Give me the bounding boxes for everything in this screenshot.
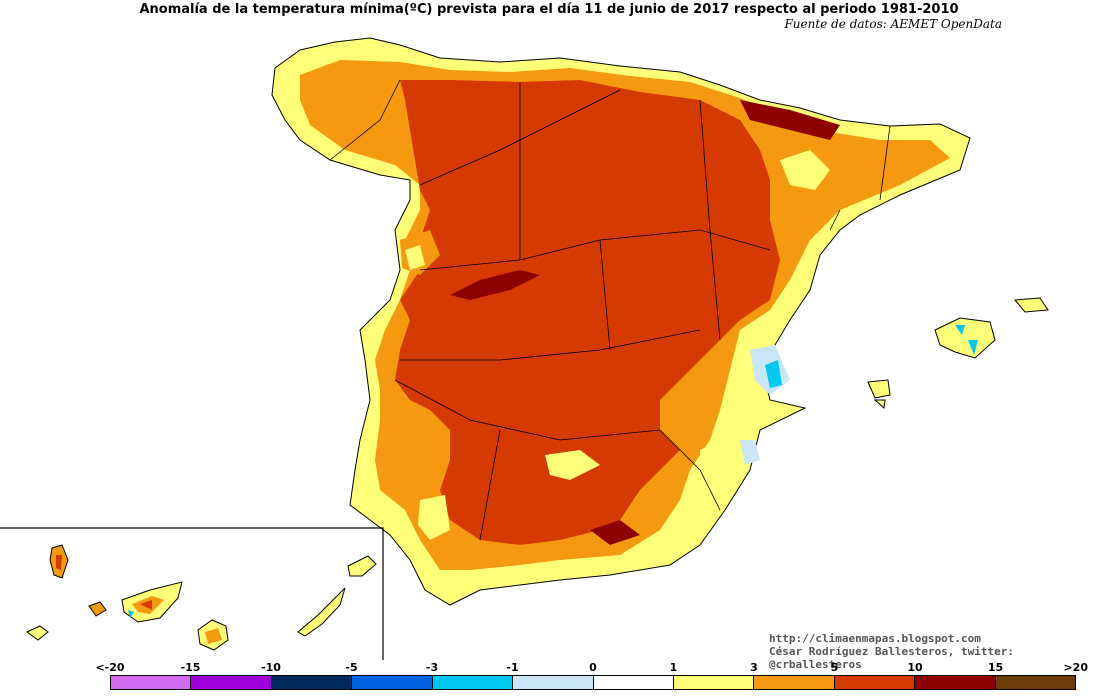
legend-tick-label: -3 [425, 661, 439, 674]
legend-tick-label: -15 [180, 661, 201, 674]
lanzarote [347, 555, 377, 577]
legend-tick-label: -1 [506, 661, 519, 674]
legend-swatch [834, 676, 916, 689]
legend-swatch [995, 676, 1076, 689]
canary-inset-frame [0, 527, 384, 660]
legend-swatch [191, 676, 272, 689]
credits: http://climaenmapas.blogspot.com César R… [769, 632, 1098, 671]
data-source: Fuente de datos: AEMET OpenData [784, 17, 1002, 31]
legend-tick-label: 10 [907, 661, 923, 674]
legend-tick-label: -5 [345, 661, 358, 674]
blog-url: http://climaenmapas.blogspot.com [769, 632, 981, 645]
legend-tick-label: <-20 [95, 661, 125, 674]
mallorca [934, 317, 996, 359]
legend-swatch [593, 676, 674, 689]
legend-tick-label: -10 [261, 661, 281, 674]
legend-swatch [754, 676, 835, 689]
legend-swatch [271, 676, 353, 689]
legend-swatch [673, 676, 755, 689]
menorca [1013, 297, 1049, 313]
legend-tick-label: 1 [669, 661, 678, 674]
la-gomera [88, 601, 107, 617]
legend-swatch [513, 676, 594, 689]
legend-swatch [352, 676, 433, 689]
legend-tick-label: 3 [750, 661, 758, 674]
legend-swatch [432, 676, 514, 689]
map-title: Anomalía de la temperatura mínima(ºC) pr… [139, 2, 959, 17]
legend-tick-label: >20 [1063, 661, 1088, 674]
ibiza [867, 379, 891, 399]
author-credit: César Rodríguez Ballesteros, twitter: @c… [769, 645, 1015, 671]
fuerteventura [297, 587, 346, 637]
color-legend [110, 675, 1076, 690]
legend-tick-label: 15 [987, 661, 1004, 674]
el-hierro [26, 625, 49, 641]
legend-tick-label: 0 [589, 661, 597, 674]
spain-anomaly-map [0, 37, 1049, 660]
legend-tick-label: 5 [830, 661, 839, 674]
legend-swatch [915, 676, 996, 689]
legend-swatch [111, 676, 192, 689]
